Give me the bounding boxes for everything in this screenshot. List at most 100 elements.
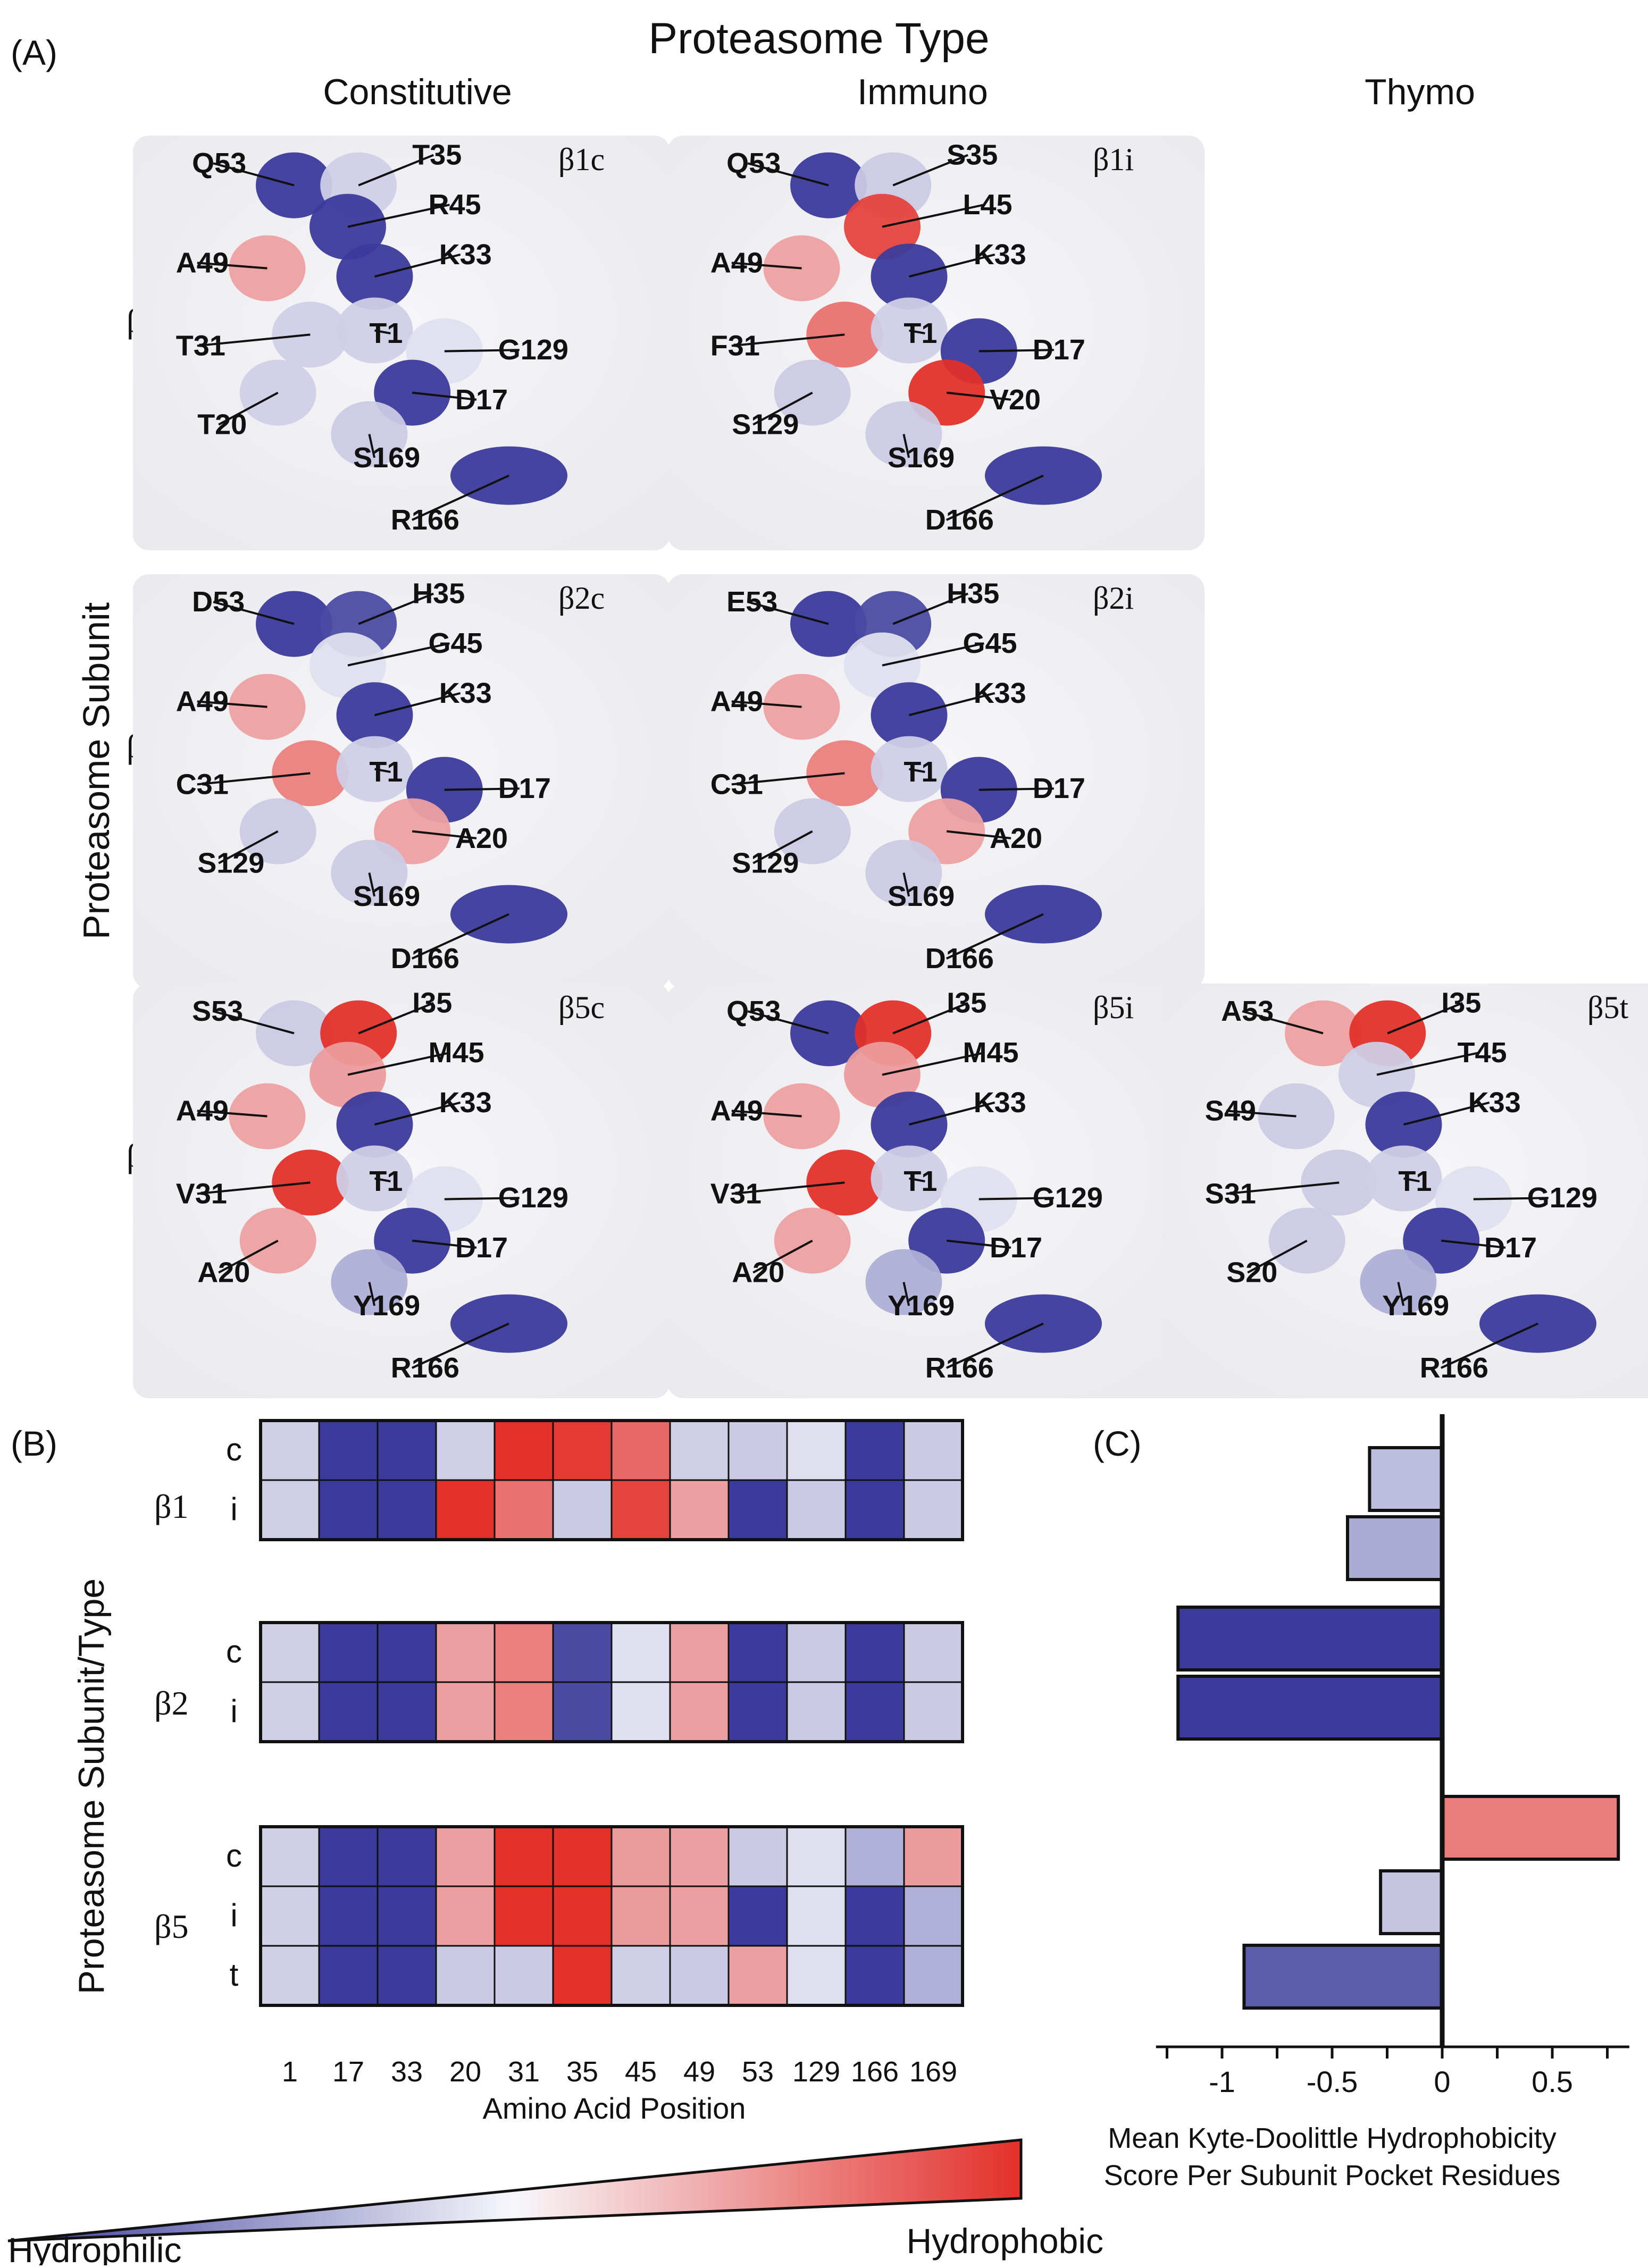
residue-leader-line [347,204,450,228]
heatmap-cell [727,1419,788,1481]
residue-leader-line [411,913,509,960]
heatmap-cell [844,1479,905,1541]
residue-label-Q53: Q53 [726,995,781,1027]
residue-leader-line [909,253,996,278]
residue-leader-line [731,772,845,786]
residue-label-D17: D17 [455,384,508,416]
heatmap-cell [844,1622,905,1683]
heatmap-cell [260,1479,320,1541]
residue-label-R166: R166 [1420,1352,1488,1384]
heatmap-row-label: i [230,1491,237,1527]
residue-leader-line [946,474,1044,521]
heatmap-x-tick-label: 1 [282,2056,298,2088]
heatmap-cell [669,1885,730,1947]
residue-surface-M45 [844,1041,921,1108]
heatmap-cell [318,1681,379,1743]
residue-label-A20: A20 [990,822,1042,854]
heatmap-cell [844,1885,905,1947]
bar-chart: -1 -0.5 0 0.5 [1156,1414,1629,2098]
residue-leader-line [882,204,984,228]
residue-label-D17: D17 [1484,1232,1537,1264]
heatmap-cell [610,1419,671,1481]
bar-β5t [1242,1944,1444,2010]
residue-label-K33: K33 [974,239,1026,271]
residue-leader-line [1226,1110,1296,1118]
colorbar-left-label: Hydrophilic [8,2230,181,2265]
residue-label-Y169: Y169 [888,1290,955,1322]
heatmap-cell [610,1885,671,1947]
heatmap-cell [377,1945,437,2006]
heatmap-cell [903,1479,964,1541]
residue-leader-line [347,642,450,667]
structure-β5t: A53 I35 T45 S49 K33 S31 T1 G129 S20 D17 Y169 R166 β5… [1162,984,1648,1398]
residue-leader-line [909,1101,996,1126]
residue-leader-line [1226,1181,1340,1195]
residue-label-H35: H35 [412,578,465,610]
heatmap-cell [435,1885,496,1947]
residue-leader-line [411,1322,509,1369]
colorbar-right-label: Hydrophobic [906,2221,1103,2261]
residue-label-S169: S169 [353,442,420,474]
heatmap-cell [727,1681,788,1743]
residue-leader-line [347,1052,450,1076]
heatmap-cell [727,1885,788,1947]
heatmap-x-tick-label: 35 [566,2056,598,2088]
heatmap-x-tick-label: 166 [851,2056,899,2088]
heatmap-cell [260,1885,320,1947]
heatmap-cell [844,1826,905,1887]
heatmap-cell [669,1419,730,1481]
residue-label-D17: D17 [990,1232,1042,1264]
heatmap-cell [377,1885,437,1947]
residue-label-S169: S169 [353,880,420,912]
residue-leader-line [731,262,802,270]
x-axis-tick-label: 0 [1434,2065,1450,2098]
heatmap-x-tick-label: 20 [449,2056,481,2088]
heatmap-cell [493,1885,554,1947]
residue-label-G129: G129 [498,1182,568,1214]
heatmap-row-label: c [226,1432,242,1467]
heatmap-cell [552,1826,613,1887]
residue-leader-line [978,349,1054,352]
heatmap-row-label: i [230,1693,237,1729]
residue-label-S129: S129 [197,847,264,879]
residue-leader-line [909,768,925,773]
heatmap-cell [318,1885,379,1947]
residue-label-A53: A53 [1221,995,1274,1027]
residue-leader-line [902,872,910,897]
residue-label-Q53: Q53 [726,147,781,179]
heatmap-cell [786,1945,847,2006]
residue-label-S49: S49 [1205,1095,1256,1127]
heatmap-cell [377,1479,437,1541]
residue-label-S169: S169 [888,880,955,912]
heatmap-cell [260,1945,320,2006]
residue-label-S31: S31 [1205,1178,1256,1209]
residue-label-Q53: Q53 [192,147,246,179]
residue-leader-line [902,434,910,458]
structure-tag: β5i [1093,990,1134,1025]
residue-label-T35: T35 [412,139,462,171]
panel-a-label: (A) [11,33,57,72]
heatmap-cell [260,1419,320,1481]
residue-label-D166: D166 [391,943,459,975]
residue-label-T1: T1 [369,756,403,788]
row-title-proteasome-subunit: Proteasome Subunit [76,602,117,939]
heatmap-cell [669,1826,730,1887]
heatmap-cell [727,1479,788,1541]
residue-leader-line [892,154,968,187]
residue-leader-line [946,1322,1044,1369]
heatmap-cell [786,1622,847,1683]
residue-leader-line [892,1002,968,1035]
residue-label-M45: M45 [963,1037,1019,1069]
residue-label-A49: A49 [176,247,229,279]
residue-leader-line [444,787,520,791]
heatmap-row-label: c [226,1634,242,1669]
residue-label-A20: A20 [197,1257,250,1289]
residue-label-S35: S35 [947,139,998,171]
heatmap-cell [844,1419,905,1481]
residue-label-G129: G129 [1033,1182,1103,1214]
residue-label-D17: D17 [1033,334,1085,366]
hydrophobicity-colorbar [7,2138,1023,2242]
heatmap-cell [435,1681,496,1743]
heatmap-cell [318,1479,379,1541]
heatmap-cell [669,1945,730,2006]
